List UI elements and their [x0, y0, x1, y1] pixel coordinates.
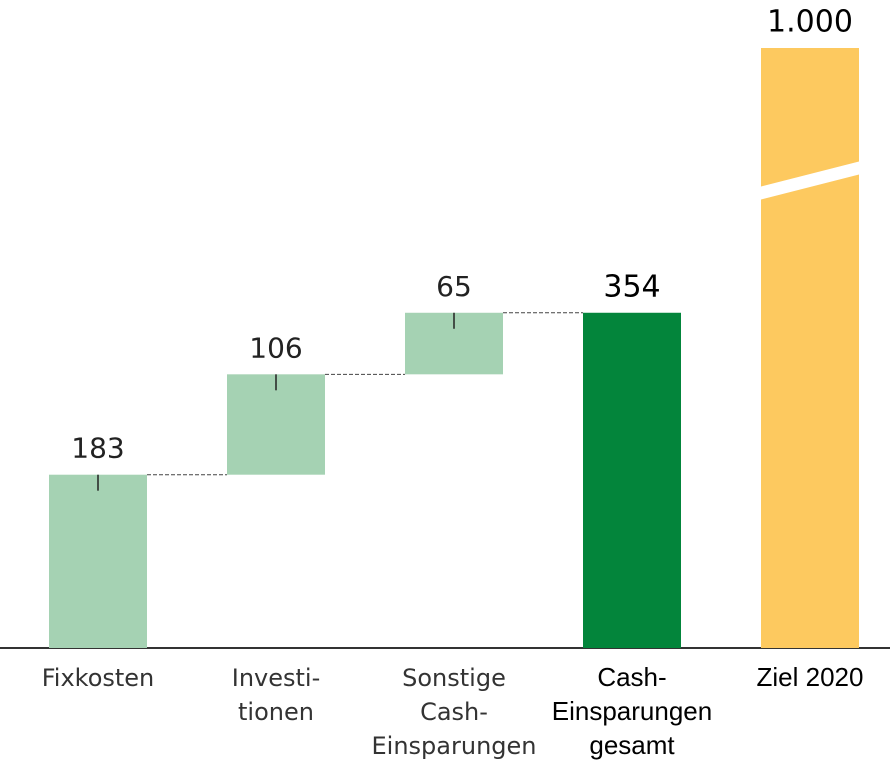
x-tick-label: Fixkosten	[42, 664, 155, 692]
value-label: 354	[603, 269, 660, 304]
x-tick-label: Cash-	[420, 698, 488, 726]
x-tick-label: Einsparungen	[552, 696, 712, 726]
value-label: 65	[436, 270, 472, 303]
bar	[761, 48, 859, 648]
x-tick-label: tionen	[238, 698, 314, 726]
axis-break	[759, 161, 861, 200]
bar	[583, 312, 681, 648]
x-tick-label: Ziel 2020	[757, 662, 864, 692]
x-tick-label: gesamt	[589, 730, 675, 760]
x-tick-label: Einsparungen	[372, 732, 537, 760]
x-tick-label: Sonstige	[402, 664, 506, 692]
value-label: 106	[249, 331, 302, 364]
x-tick-label: Cash-	[597, 662, 666, 692]
x-tick-label: Investi-	[232, 664, 321, 692]
value-label: 183	[71, 432, 124, 465]
value-label: 1.000	[767, 5, 853, 40]
bar	[49, 474, 147, 648]
bar	[227, 374, 325, 475]
